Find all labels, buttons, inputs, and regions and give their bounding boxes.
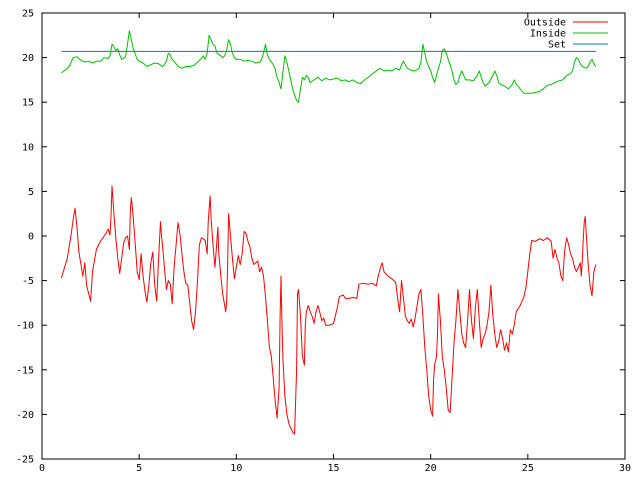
y-tick-label: -10: [16, 321, 34, 332]
series-line-outside: [60, 185, 597, 435]
y-tick-label: 20: [22, 53, 34, 64]
legend-label-set: Set: [548, 40, 566, 51]
y-tick-label: -25: [16, 455, 34, 466]
x-tick-label: 20: [425, 463, 437, 474]
x-tick-label: 10: [230, 463, 242, 474]
x-tick-label: 30: [619, 463, 631, 474]
y-tick-label: 5: [28, 187, 34, 198]
x-tick-label: 15: [327, 463, 339, 474]
y-tick-label: -5: [22, 276, 34, 287]
x-tick-label: 5: [136, 463, 142, 474]
y-tick-label: -20: [16, 410, 34, 421]
x-tick-label: 25: [522, 463, 534, 474]
y-tick-label: 0: [28, 232, 34, 243]
axis-ticks: -25 -20 -15 -10 -5 0 5 10 15 20 25 0 5 10 15 20 25 30: [16, 9, 631, 475]
y-tick-label: 25: [22, 9, 34, 20]
legend-label-outside: Outside: [524, 18, 566, 29]
y-tick-label: -15: [16, 365, 34, 376]
series-layer: [60, 30, 597, 435]
series-line-inside: [61, 30, 597, 103]
legend-label-inside: Inside: [530, 29, 566, 40]
y-tick-label: 10: [22, 142, 34, 153]
x-tick-label: 0: [39, 463, 45, 474]
y-tick-label: 15: [22, 98, 34, 109]
